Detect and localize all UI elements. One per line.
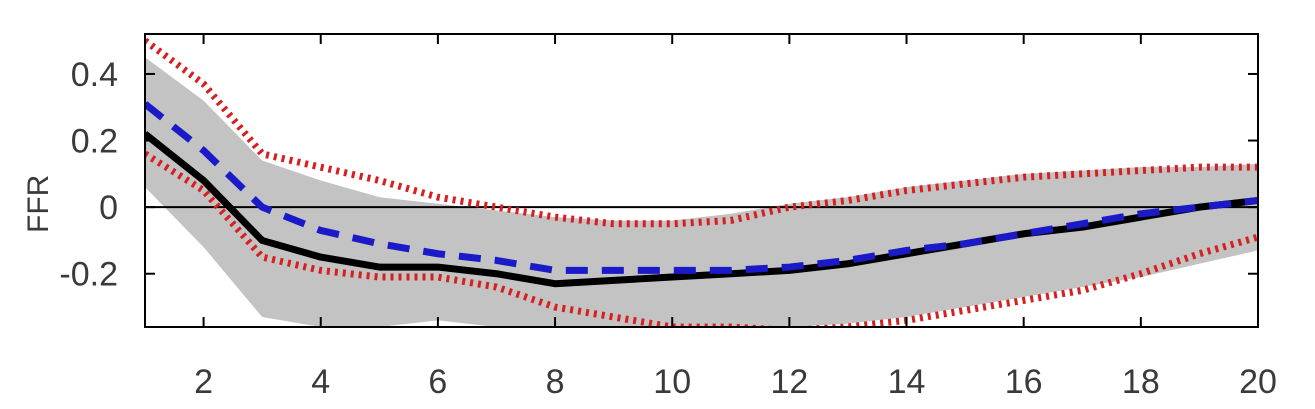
- series-layer: [145, 37, 1258, 327]
- confidence-band-layer: [145, 57, 1258, 327]
- x-tick-label: 18: [1122, 363, 1160, 401]
- x-tick-label: 4: [311, 363, 330, 401]
- y-axis-ticks: 0.4 0.2 0 -0.2: [59, 56, 1258, 294]
- x-tick-label: 14: [888, 363, 926, 401]
- x-tick-label: 12: [770, 363, 808, 401]
- y-axis-label: FFR: [22, 175, 55, 233]
- y-tick-label: 0: [99, 189, 118, 227]
- dashed-response-line: [145, 101, 1258, 274]
- y-tick-label: 0.4: [71, 56, 118, 94]
- dotted-lower-bound-line: [145, 150, 1258, 327]
- x-axis-ticks: 2 4 6 8 10 12 14 16 18 20: [194, 34, 1277, 401]
- confidence-band-area: [145, 57, 1258, 327]
- x-tick-label: 8: [546, 363, 565, 401]
- y-tick-label: 0.2: [71, 123, 118, 161]
- x-tick-label: 16: [1005, 363, 1043, 401]
- x-tick-label: 2: [194, 363, 213, 401]
- y-tick-label: -0.2: [59, 256, 118, 294]
- plot-area-frame: [144, 33, 1259, 328]
- x-tick-label: 6: [428, 363, 447, 401]
- x-tick-label: 10: [653, 363, 691, 401]
- dotted-upper-bound-line: [145, 37, 1258, 228]
- x-tick-label: 20: [1239, 363, 1277, 401]
